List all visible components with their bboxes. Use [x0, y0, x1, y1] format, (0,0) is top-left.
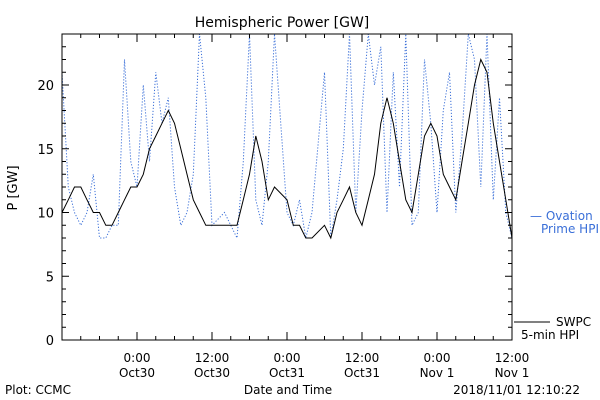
x-axis-label: Date and Time [244, 383, 332, 397]
legend-ovation-line2: Prime HPI [541, 222, 599, 236]
y-tick-label: 0 [46, 334, 54, 349]
axes: 051015200:00Oct3012:00Oct300:00Oct3112:0… [37, 33, 530, 380]
timestamp: 2018/11/01 12:10:22 [453, 383, 580, 397]
y-tick-label: 15 [37, 143, 54, 158]
x-tick-label-time: 12:00 [345, 351, 380, 365]
series-swpc-line [61, 58, 513, 240]
plot-credit: Plot: CCMC [5, 383, 71, 397]
x-tick-label-time: 0:00 [424, 351, 451, 365]
y-tick-label: 10 [37, 207, 54, 222]
y-tick-label: 20 [37, 79, 54, 94]
x-tick-label-time: 12:00 [195, 351, 230, 365]
plot-area [61, 33, 513, 240]
y-axis-label-group: P [GW] [6, 165, 21, 210]
chart-title: Hemispheric Power [GW] [195, 15, 370, 31]
legend-swpc-line1: SWPC [556, 315, 591, 329]
legend-ovation-line1: — Ovation [530, 209, 593, 223]
y-tick-label: 5 [46, 270, 54, 285]
x-tick-label-time: 12:00 [495, 351, 530, 365]
x-tick-label-date: Oct30 [194, 366, 230, 380]
y-axis-label: P [GW] [6, 165, 21, 210]
x-tick-label-date: Oct30 [119, 366, 155, 380]
x-tick-label-time: 0:00 [274, 351, 301, 365]
x-tick-label-date: Oct31 [344, 366, 380, 380]
series-ovation-line [61, 33, 513, 240]
plot-frame [61, 33, 513, 341]
x-tick-label-date: Nov 1 [495, 366, 530, 380]
x-tick-label-time: 0:00 [124, 351, 151, 365]
x-tick-label-date: Nov 1 [420, 366, 455, 380]
legend-swpc-line2: 5-min HPI [521, 328, 579, 342]
x-tick-label-date: Oct31 [269, 366, 305, 380]
